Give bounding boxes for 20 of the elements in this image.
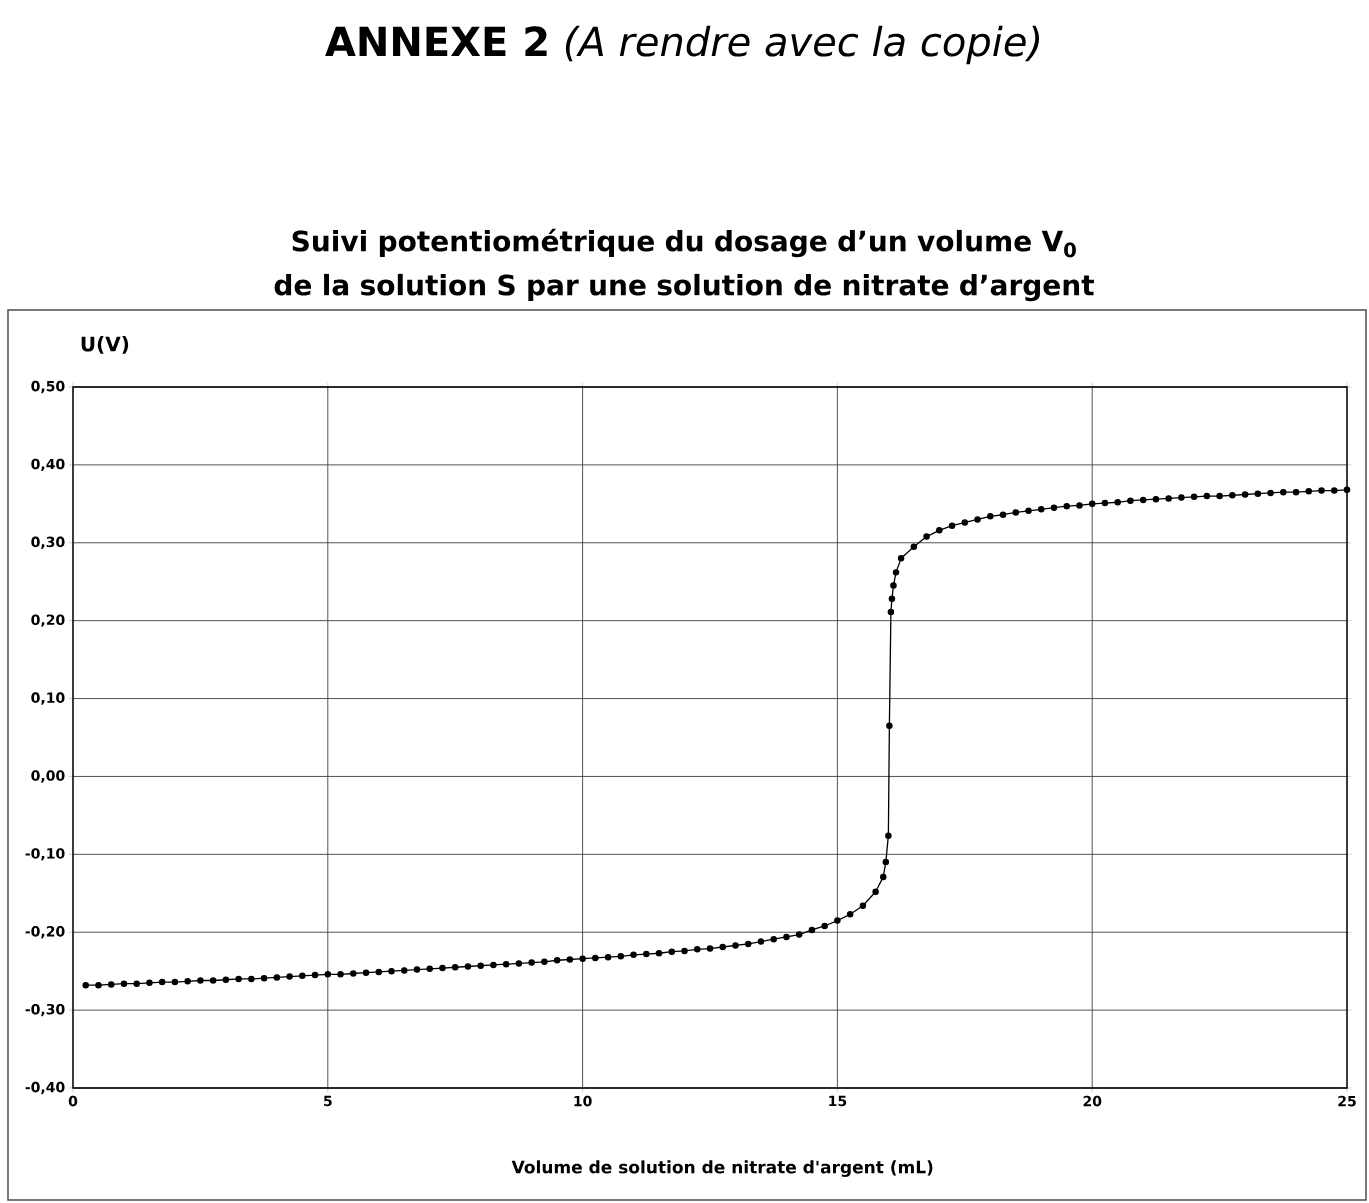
- y-tick-label: 0,10: [31, 692, 65, 705]
- x-tick-label: 15: [829, 1095, 847, 1107]
- x-tick-label: 5: [324, 1095, 332, 1107]
- x-tick-label: 0: [68, 1095, 78, 1107]
- y-axis-title: U(V): [81, 336, 129, 354]
- y-tick-label: -0,20: [25, 926, 65, 939]
- y-tick-label: 0,50: [31, 380, 65, 394]
- y-tick-label: -0,30: [25, 1003, 65, 1017]
- y-tick-label: 0,20: [31, 614, 65, 627]
- y-tick-label: 0,40: [31, 458, 65, 472]
- y-tick-label: 0,00: [31, 770, 65, 783]
- y-tick-label: -0,10: [25, 848, 65, 861]
- x-tick-label: 10: [574, 1095, 592, 1107]
- x-axis-title: Volume de solution de nitrate d'argent (mL): [511, 1160, 933, 1177]
- x-tick-label: 25: [1338, 1095, 1356, 1107]
- y-tick-label: 0,30: [31, 536, 65, 549]
- text: ANNEXE 2 (A rendre avec la copie): [325, 25, 1040, 65]
- chart-title: Suivi potentiométrique du dosage d’un volume V$_{0}$ de la solution S par une solution de nitrate d’argent: [274, 228, 1094, 302]
- x-tick-label: 20: [1083, 1095, 1102, 1107]
- y-tick-label: -0,40: [25, 1081, 65, 1095]
